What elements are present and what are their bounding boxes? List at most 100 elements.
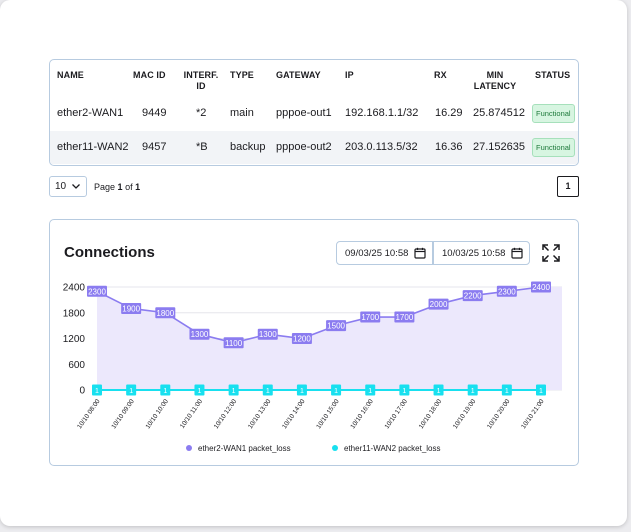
data-point: [257, 328, 278, 340]
date-to-input[interactable]: 10/03/25 10:58: [433, 241, 530, 265]
status-badge: Functional: [532, 104, 575, 123]
header-interf-id[interactable]: INTERF. ID: [183, 70, 219, 91]
chart-title: Connections: [64, 244, 155, 261]
legend-dot: [332, 445, 338, 451]
x-tick-label: 10/10 18:00: [418, 398, 444, 430]
data-point: [262, 384, 273, 396]
data-label: 1: [334, 388, 338, 395]
page-info: Page 1 of 1: [94, 182, 140, 192]
data-point: [189, 328, 210, 340]
date-from-input[interactable]: 09/03/25 10:58: [336, 241, 433, 265]
data-label: 2200: [464, 292, 482, 301]
data-point: [360, 311, 381, 323]
data-label: 1: [266, 388, 270, 395]
data-point: [365, 384, 376, 396]
data-label: 1: [163, 388, 167, 395]
header-min-latency[interactable]: MIN LATENCY: [473, 70, 517, 91]
data-point: [467, 384, 478, 396]
data-label: 1: [437, 388, 441, 395]
page-button-1[interactable]: 1: [557, 176, 579, 197]
data-point: [501, 384, 512, 396]
data-label: 1900: [122, 304, 140, 313]
header-mac-id[interactable]: MAC ID: [133, 70, 166, 80]
cell-gateway: pppoe-out2: [276, 141, 332, 153]
cell-interf-id: *2: [196, 107, 207, 119]
header-type[interactable]: TYPE: [230, 70, 254, 80]
data-label: 1: [232, 388, 236, 395]
data-label: 1800: [156, 309, 174, 318]
data-point: [228, 384, 239, 396]
cell-rx: 16.36: [435, 141, 463, 153]
data-label: 1: [198, 388, 202, 395]
data-point: [536, 384, 546, 396]
date-from-value: 09/03/25 10:58: [345, 248, 409, 259]
header-ip[interactable]: IP: [345, 70, 354, 80]
interfaces-table: NAME MAC ID INTERF. ID TYPE GATEWAY IP R…: [49, 59, 579, 166]
data-label: 1: [402, 388, 406, 395]
data-label: 1: [368, 388, 372, 395]
data-label: 1: [505, 388, 509, 395]
of-label: of: [125, 182, 133, 192]
legend-item-series-2[interactable]: ether11-WAN2 packet_loss: [332, 444, 441, 453]
data-label: 1700: [395, 313, 413, 322]
header-name[interactable]: NAME: [57, 70, 84, 80]
x-tick-label: 10/10 12:00: [213, 398, 239, 430]
cell-mac-id: 9457: [142, 141, 167, 153]
y-tick-label: 1800: [63, 308, 86, 319]
data-point: [126, 384, 137, 396]
y-tick-label: 1200: [63, 334, 86, 345]
data-point: [155, 307, 176, 319]
cell-interf-id: *B: [196, 141, 208, 153]
x-tick-label: 10/10 20:00: [486, 398, 512, 430]
x-tick-label: 10/10 09:00: [110, 398, 136, 430]
data-point: [531, 281, 551, 293]
header-status[interactable]: STATUS: [535, 70, 571, 80]
current-page: 1: [117, 182, 123, 192]
date-to-value: 10/03/25 10:58: [442, 248, 506, 259]
status-badge: Functional: [532, 138, 575, 157]
cell-mac-id: 9449: [142, 107, 167, 119]
x-tick-label: 10/10 10:00: [145, 398, 171, 430]
data-point: [462, 290, 483, 302]
data-label: 2000: [430, 300, 448, 309]
cell-ip: 203.0.113.5/32: [345, 141, 418, 153]
x-tick-label: 10/10 19:00: [452, 398, 478, 430]
page-label: Page: [94, 182, 116, 192]
data-label: 1100: [225, 339, 243, 348]
cell-type: main: [230, 107, 254, 119]
series-area: [97, 287, 562, 390]
x-tick-label: 10/10 14:00: [281, 398, 307, 430]
x-tick-label: 10/10 08:00: [76, 398, 102, 430]
table-row[interactable]: ether11-WAN2 9457 *B backup pppoe-out2 2…: [50, 131, 578, 164]
connections-card: Connections 09/03/25 10:58 10/03/25 10:5…: [49, 219, 579, 466]
data-label: 1: [539, 388, 543, 395]
data-point: [399, 384, 410, 396]
header-gateway[interactable]: GATEWAY: [276, 70, 321, 80]
cell-min-latency: 25.874512: [473, 107, 525, 119]
x-tick-label: 10/10 15:00: [315, 398, 341, 430]
calendar-icon[interactable]: [414, 247, 426, 262]
total-pages: 1: [135, 182, 141, 192]
cell-gateway: pppoe-out1: [276, 107, 332, 119]
y-tick-label: 2400: [63, 283, 86, 294]
data-point: [194, 384, 205, 396]
data-label: 1300: [191, 330, 209, 339]
data-point: [160, 384, 171, 396]
data-label: 1: [471, 388, 475, 395]
legend-label: ether2-WAN1 packet_loss: [198, 444, 291, 453]
data-point: [291, 333, 312, 344]
header-rx[interactable]: RX: [434, 70, 447, 80]
data-label: 1200: [293, 335, 311, 344]
legend-label: ether11-WAN2 packet_loss: [344, 444, 441, 453]
x-tick-label: 10/10 16:00: [349, 398, 375, 430]
table-row[interactable]: ether2-WAN1 9449 *2 main pppoe-out1 192.…: [50, 97, 578, 130]
legend-item-series-1[interactable]: ether2-WAN1 packet_loss: [186, 444, 291, 453]
data-label: 1300: [259, 330, 277, 339]
page-size-value: 10: [55, 181, 67, 192]
y-tick-label: 0: [79, 386, 85, 397]
chevron-down-icon: [71, 181, 81, 194]
expand-icon[interactable]: [541, 243, 561, 263]
calendar-icon[interactable]: [511, 247, 523, 262]
page-size-select[interactable]: 10: [49, 176, 87, 197]
